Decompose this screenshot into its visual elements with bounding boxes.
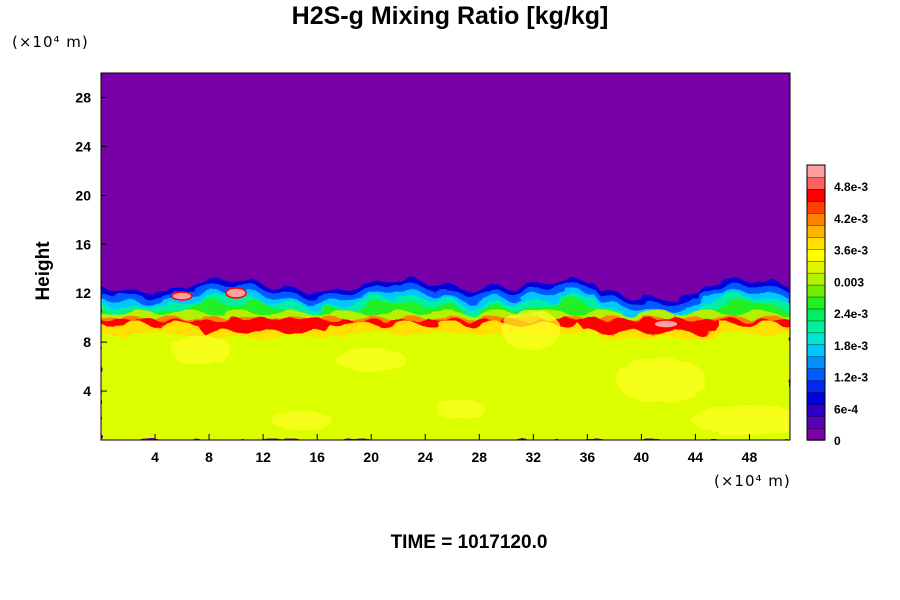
colorbar-swatch bbox=[806, 248, 826, 262]
colorbar-swatch bbox=[806, 415, 826, 429]
colorbar-label: 2.4e-3 bbox=[834, 307, 868, 321]
y-tick-label: 8 bbox=[83, 334, 91, 350]
x-tick-label: 16 bbox=[309, 449, 325, 465]
field-patch-6 bbox=[271, 410, 331, 430]
colorbar: 0 6e-4 1.2e-3 1.8e-3 2.4e-3 0.003 3.6e-3 4.2e-3… bbox=[806, 164, 868, 448]
colorbar-swatch bbox=[806, 164, 826, 178]
colorbar-swatch bbox=[806, 236, 826, 250]
field-hotspot-0 bbox=[171, 291, 193, 301]
x-tick-label: 44 bbox=[688, 449, 704, 465]
x-tick-label: 12 bbox=[255, 449, 271, 465]
y-tick-label: 4 bbox=[83, 383, 91, 399]
plot-frame bbox=[100, 72, 791, 441]
x-tick-label: 24 bbox=[417, 449, 433, 465]
colorbar-swatch bbox=[806, 212, 826, 226]
field-patch-0 bbox=[171, 335, 231, 365]
colorbar-label: 3.6e-3 bbox=[834, 244, 868, 258]
colorbar-label: 1.8e-3 bbox=[834, 339, 868, 353]
y-tick-label: 24 bbox=[75, 138, 91, 154]
colorbar-label: 6e-4 bbox=[834, 402, 858, 416]
field-patch-4 bbox=[691, 405, 790, 435]
x-tick-label: 4 bbox=[151, 449, 159, 465]
mixing-ratio-field bbox=[101, 73, 790, 440]
colorbar-swatch bbox=[806, 284, 826, 298]
colorbar-label: 0 bbox=[834, 434, 841, 448]
field-hotspot-1 bbox=[225, 287, 247, 299]
y-tick-label: 20 bbox=[75, 187, 91, 203]
x-tick-label: 36 bbox=[580, 449, 596, 465]
x-tick-label: 40 bbox=[634, 449, 650, 465]
colorbar-label: 1.2e-3 bbox=[834, 371, 868, 385]
colorbar-frame bbox=[806, 164, 826, 441]
colorbar-label: 4.8e-3 bbox=[834, 180, 868, 194]
x-tick-label: 20 bbox=[363, 449, 379, 465]
field-patch-2 bbox=[501, 310, 561, 350]
colorbar-label: 4.2e-3 bbox=[834, 212, 868, 226]
colorbar-swatch bbox=[806, 320, 826, 334]
time-label: TIME = 1017120.0 bbox=[390, 532, 548, 553]
x-tick-label: 8 bbox=[205, 449, 213, 465]
colorbar-swatch bbox=[806, 391, 826, 405]
colorbar-swatch bbox=[806, 380, 826, 393]
colorbar-swatch bbox=[806, 296, 826, 310]
colorbar-label: 0.003 bbox=[834, 275, 864, 289]
x-unit-label: (×10⁴ m) bbox=[714, 472, 791, 490]
y-tick-label: 16 bbox=[75, 236, 91, 252]
colorbar-swatch bbox=[806, 427, 826, 441]
colorbar-swatch bbox=[806, 403, 826, 417]
colorbar-swatch bbox=[806, 200, 826, 214]
colorbar-swatch bbox=[806, 224, 826, 238]
field-patch-3 bbox=[616, 357, 706, 403]
colorbar-swatch bbox=[806, 344, 826, 358]
field-hotspot-2 bbox=[653, 319, 679, 329]
colorbar-swatch bbox=[806, 176, 826, 190]
y-tick-label: 12 bbox=[75, 285, 91, 301]
x-tick-label: 48 bbox=[742, 449, 758, 465]
colorbar-swatch bbox=[806, 368, 826, 381]
colorbar-swatch bbox=[806, 260, 826, 274]
x-tick-label: 28 bbox=[471, 449, 487, 465]
y-tick-label: 28 bbox=[75, 89, 91, 105]
y-unit-label: (×10⁴ m) bbox=[12, 33, 89, 51]
band-lower-layer bbox=[101, 331, 790, 440]
colorbar-swatch bbox=[806, 308, 826, 322]
colorbar-swatch bbox=[806, 272, 826, 286]
x-tick-label: 32 bbox=[526, 449, 542, 465]
colorbar-swatch bbox=[806, 356, 826, 369]
chart-title: H2S-g Mixing Ratio [kg/kg] bbox=[291, 2, 609, 30]
colorbar-swatch bbox=[806, 332, 826, 346]
colorbar-swatch bbox=[806, 188, 826, 202]
field-patch-1 bbox=[336, 347, 406, 373]
field-patch-5 bbox=[436, 400, 486, 420]
